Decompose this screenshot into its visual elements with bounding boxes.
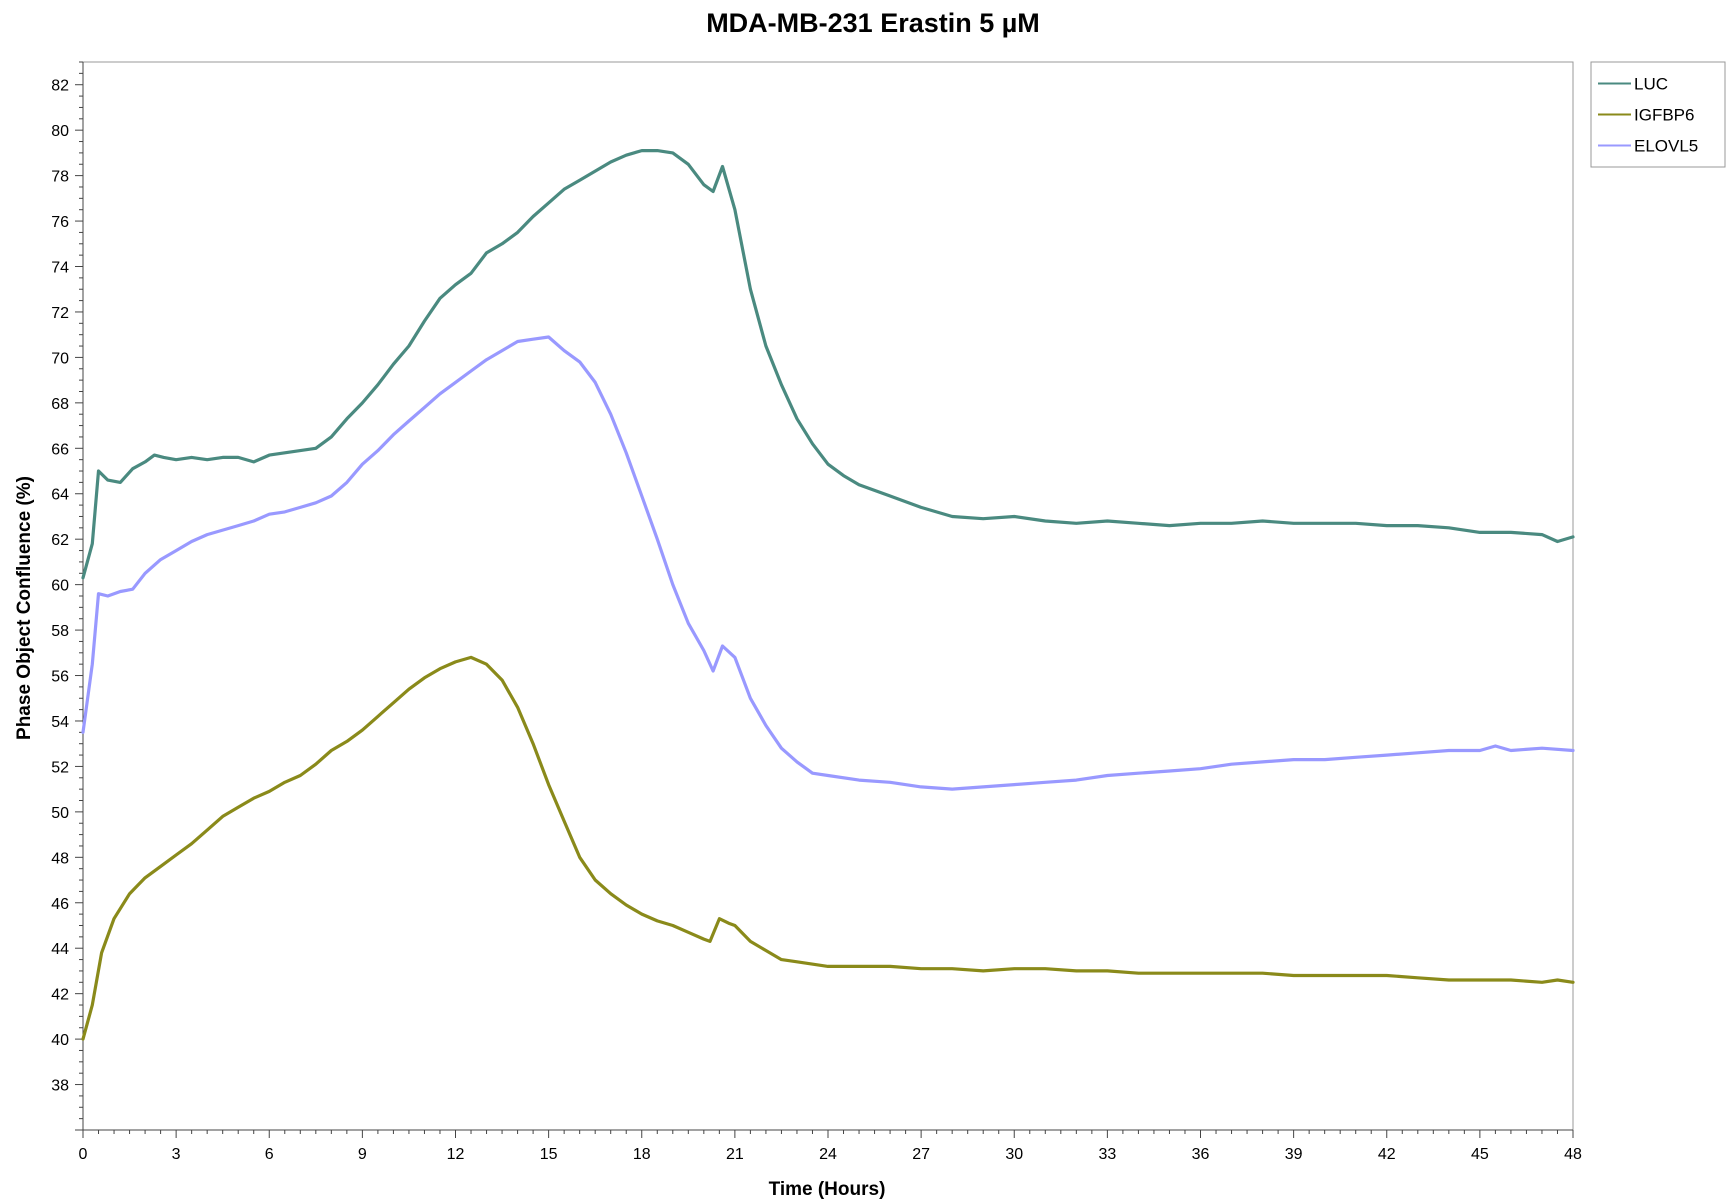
series-line-luc — [81, 149, 1575, 580]
y-tick-label: 56 — [51, 669, 69, 686]
y-tick-label: 58 — [51, 623, 69, 640]
legend: LUC IGFBP6 ELOVL5 — [1590, 61, 1726, 168]
y-tick-label: 46 — [51, 896, 69, 913]
chart-title: MDA-MB-231 Erastin 5 µM — [706, 8, 1040, 38]
y-tick-label: 44 — [51, 941, 69, 958]
x-tick-label: 0 — [79, 1146, 88, 1163]
y-tick-label: 52 — [51, 759, 69, 776]
y-axis-label: Phase Object Confluence (%) — [14, 476, 35, 740]
y-tick-label: 82 — [51, 78, 69, 95]
legend-label-elovl5: ELOVL5 — [1634, 137, 1698, 156]
series-layer — [81, 149, 1575, 1041]
x-tick-label: 3 — [172, 1146, 181, 1163]
y-tick-label: 66 — [51, 441, 69, 458]
x-tick-label: 18 — [633, 1146, 651, 1163]
x-tick-label: 12 — [447, 1146, 465, 1163]
y-tick-label: 64 — [51, 487, 69, 504]
series-line-elovl5 — [81, 335, 1575, 791]
x-tick-label: 24 — [819, 1146, 837, 1163]
x-tick-label: 45 — [1471, 1146, 1489, 1163]
y-tick-label: 48 — [51, 850, 69, 867]
series-line-igfbp6 — [81, 655, 1575, 1041]
y-tick-label: 80 — [51, 123, 69, 140]
plot-area: 3840424446485052545658606264666870727476… — [51, 61, 1582, 1163]
y-axis: 38 40 42 44 46 48 50 52 54 56 58 60 62 64 66 68 70 72 74 76… — [51, 61, 84, 1131]
x-axis-label: Time (Hours) — [769, 1179, 886, 1200]
x-tick-label: 21 — [726, 1146, 744, 1163]
x-tick-label: 39 — [1285, 1146, 1303, 1163]
y-tick-label: 38 — [51, 1078, 69, 1095]
y-tick-label: 62 — [51, 532, 69, 549]
y-tick-label: 76 — [51, 214, 69, 231]
y-tick-label: 40 — [51, 1032, 69, 1049]
y-tick-label: 42 — [51, 987, 69, 1004]
plot-frame — [82, 61, 1574, 1131]
x-tick-label: 36 — [1192, 1146, 1210, 1163]
y-tick-label: 74 — [51, 260, 69, 277]
legend-label-igfbp6: IGFBP6 — [1634, 106, 1694, 125]
y-tick-label: 68 — [51, 396, 69, 413]
x-tick-label: 48 — [1564, 1146, 1582, 1163]
x-tick-label: 27 — [912, 1146, 930, 1163]
y-tick-label: 78 — [51, 169, 69, 186]
y-tick-label: 54 — [51, 714, 69, 731]
x-tick-label: 9 — [358, 1146, 367, 1163]
y-tick-label: 70 — [51, 350, 69, 367]
x-tick-label: 30 — [1005, 1146, 1023, 1163]
x-tick-label: 6 — [265, 1146, 274, 1163]
x-tick-label: 42 — [1378, 1146, 1396, 1163]
x-tick-label: 33 — [1098, 1146, 1116, 1163]
legend-label-luc: LUC — [1634, 75, 1668, 94]
y-tick-label: 50 — [51, 805, 69, 822]
x-axis: 0 3 6 9 12 15 18 21 24 27 30 33 36 39 42 45 48 — [79, 1129, 1582, 1163]
y-tick-label: 60 — [51, 578, 69, 595]
x-tick-label: 15 — [540, 1146, 558, 1163]
y-tick-label: 72 — [51, 305, 69, 322]
